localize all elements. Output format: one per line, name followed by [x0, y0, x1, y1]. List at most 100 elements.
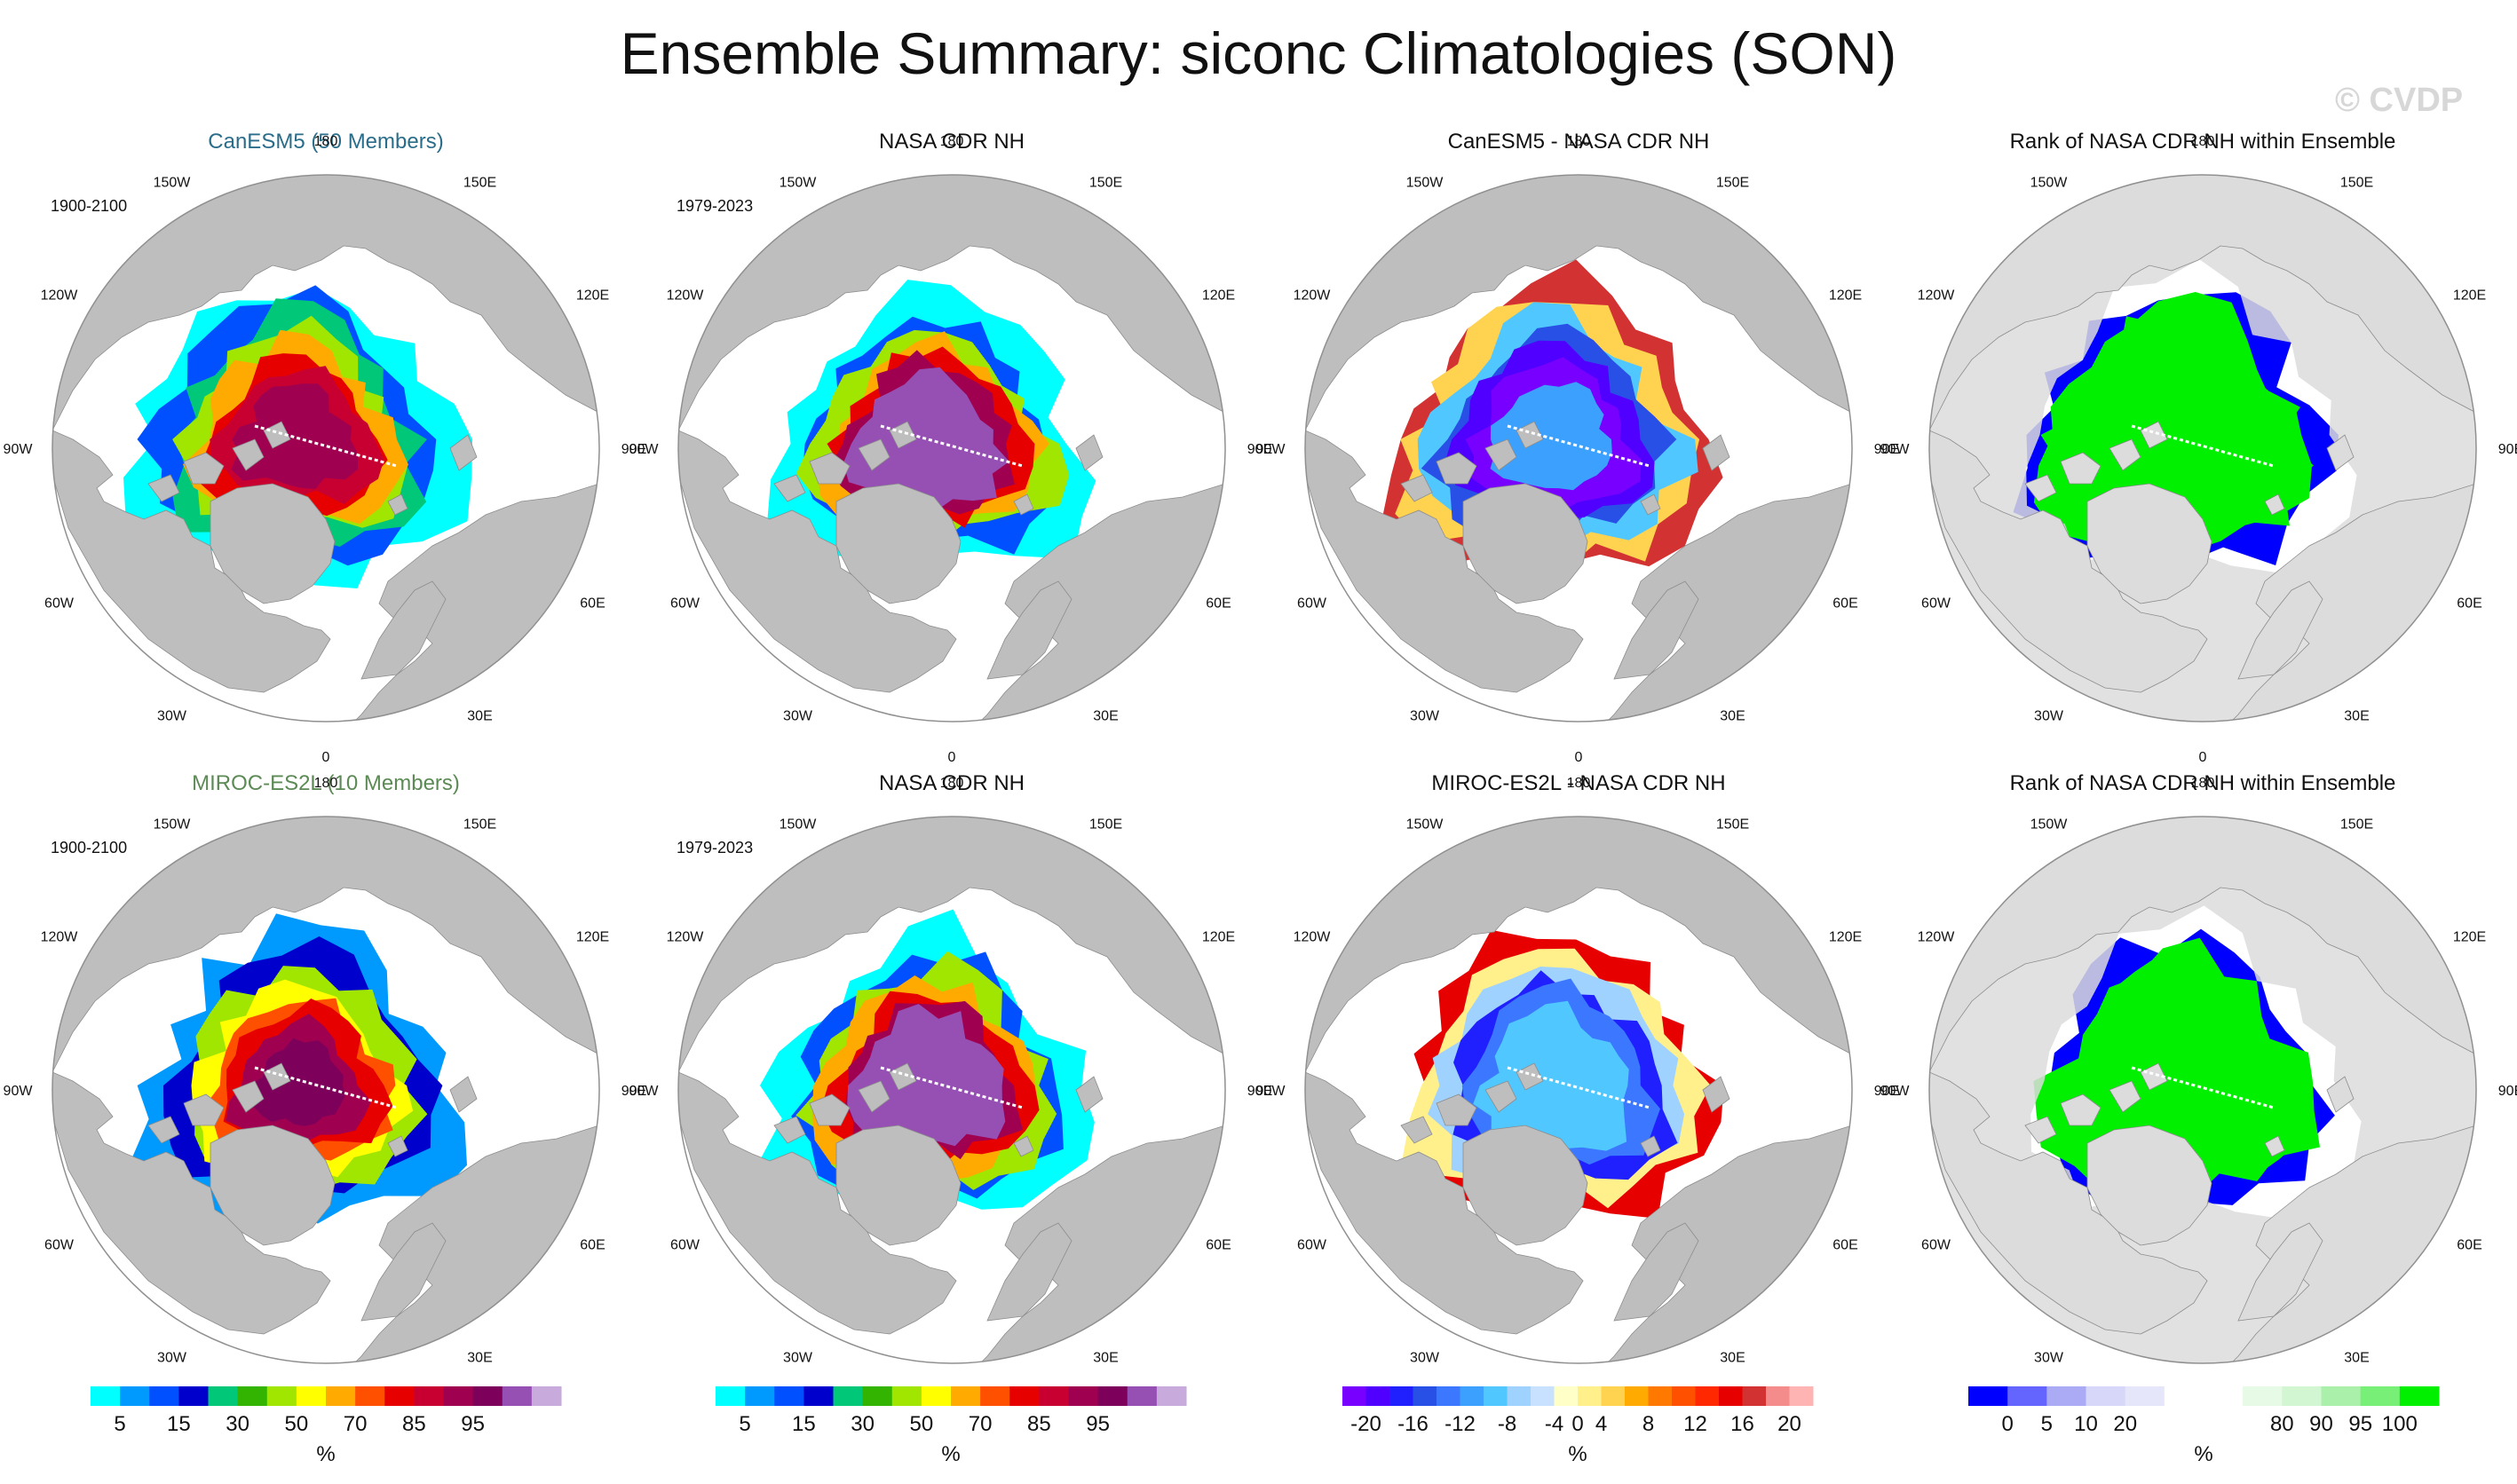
- colorbar-tick-label: 20: [1777, 1412, 1801, 1436]
- longitude-label: 90E: [2498, 442, 2517, 457]
- colorbar-swatch: [531, 1386, 562, 1406]
- land-shape: [210, 483, 336, 604]
- colorbar-swatch: [120, 1386, 150, 1406]
- land-shape: [773, 1116, 806, 1144]
- colorbar-swatch: [921, 1386, 952, 1406]
- longitude-label: 150E: [2340, 176, 2373, 191]
- colorbar-swatch: [1968, 1386, 2008, 1406]
- colorbar-tick-label: 4: [1595, 1412, 1607, 1436]
- land-shape: [1436, 452, 1477, 485]
- longitude-label: 60W: [1297, 1238, 1327, 1253]
- longitude-label: 90W: [1880, 442, 1911, 457]
- land-shape: [2109, 438, 2141, 471]
- colorbar-tick-label: 85: [1027, 1412, 1051, 1436]
- land-shape: [52, 1071, 331, 1335]
- land-mask: [52, 817, 599, 1363]
- colorbar-swatch: [2125, 1386, 2165, 1406]
- longitude-label: 60E: [580, 1238, 605, 1253]
- map-border: [1304, 174, 1853, 722]
- longitude-label: 30E: [1720, 709, 1745, 724]
- longitude-label: 150W: [780, 176, 818, 191]
- colorbar-swatch: [951, 1386, 981, 1406]
- colorbar-tick-label: -4: [1545, 1412, 1563, 1436]
- period-label: 1900-2100: [51, 197, 128, 215]
- longitude-label: 180: [940, 776, 964, 791]
- colorbar-swatch: [1389, 1386, 1413, 1406]
- longitude-label: 90E: [1247, 1084, 1272, 1099]
- colorbar-tick-label: 5: [114, 1412, 125, 1436]
- period-label: 1900-2100: [51, 839, 128, 856]
- colorbar-swatch: [2360, 1386, 2401, 1406]
- colorbar-swatch: [803, 1386, 835, 1406]
- land-shape: [986, 1222, 1072, 1322]
- land-shape: [147, 1116, 180, 1144]
- land-shape: [2024, 1116, 2057, 1144]
- colorbar-swatch: [237, 1386, 268, 1406]
- colorbar-swatch: [1365, 1386, 1390, 1406]
- colorbar-unit: %: [941, 1442, 960, 1466]
- longitude-label: 90W: [629, 442, 660, 457]
- colorbar-tick-label: 95: [461, 1412, 485, 1436]
- land-shape: [2326, 1076, 2355, 1113]
- longitude-label: 180: [1567, 776, 1591, 791]
- colorbar-tick-label: -12: [1445, 1412, 1476, 1436]
- land-shape: [2264, 493, 2285, 516]
- land-shape: [2060, 452, 2101, 485]
- period-label: 1979-2023: [677, 839, 754, 856]
- longitude-label: 120E: [576, 930, 609, 945]
- map-border: [677, 816, 1226, 1364]
- field-contour: [231, 383, 359, 489]
- land-shape: [1013, 493, 1034, 516]
- longitude-label: 120W: [1294, 288, 1332, 304]
- land-shape: [263, 421, 291, 449]
- colorbar-swatch: [1789, 1386, 1814, 1406]
- colorbar-swatch: [1601, 1386, 1626, 1406]
- colorbar-swatch: [1484, 1386, 1508, 1406]
- land-shape: [2237, 580, 2323, 680]
- longitude-label: 150W: [2030, 817, 2069, 833]
- land-shape: [360, 580, 447, 680]
- colorbar-tick-label: 20: [2113, 1412, 2137, 1436]
- longitude-label: 150W: [1406, 176, 1445, 191]
- cvdp-watermark: © CVDP: [2335, 82, 2464, 119]
- longitude-label: 60W: [670, 1238, 700, 1253]
- longitude-label: 180: [1567, 134, 1591, 149]
- colorbar-swatch: [149, 1386, 179, 1406]
- colorbar-tick-label: 80: [2270, 1412, 2294, 1436]
- longitude-label: 120W: [41, 930, 79, 945]
- longitude-label: 90E: [621, 442, 646, 457]
- colorbar: 0 5 10 20 80 90 95 100%: [1968, 1386, 2440, 1466]
- colorbar-swatch: [891, 1386, 922, 1406]
- land-shape: [2060, 1093, 2101, 1126]
- land-shape: [1013, 1135, 1034, 1157]
- longitude-label: 120W: [1918, 288, 1956, 304]
- colorbar-swatch: [2243, 1386, 2283, 1406]
- colorbar-tick-label: 16: [1730, 1412, 1754, 1436]
- longitude-label: 90W: [1256, 1084, 1286, 1099]
- longitude-label: 180: [2191, 134, 2215, 149]
- land-shape: [835, 483, 962, 604]
- map-border: [1928, 816, 2477, 1364]
- panel-title: MIROC-ES2L - NASA CDR NH: [1431, 771, 1726, 795]
- colorbar-tick-label: 8: [1642, 1412, 1654, 1436]
- colorbar-swatch: [414, 1386, 445, 1406]
- land-mask: [678, 817, 1225, 1363]
- colorbar-swatch: [2321, 1386, 2362, 1406]
- longitude-label: 30W: [783, 1351, 813, 1366]
- land-shape: [809, 452, 851, 485]
- land-shape: [889, 421, 917, 449]
- colorbar-swatch: [1742, 1386, 1767, 1406]
- longitude-label: 60W: [44, 1238, 75, 1253]
- land-shape: [52, 817, 599, 1073]
- colorbar-swatch: [502, 1386, 533, 1406]
- colorbar-swatch: [1507, 1386, 1532, 1406]
- colorbar-tick-label: 15: [167, 1412, 191, 1436]
- land-shape: [986, 580, 1072, 680]
- land-mask: [1929, 175, 2476, 722]
- land-shape: [210, 1125, 336, 1246]
- land-shape: [2326, 434, 2355, 471]
- longitude-label: 120W: [1294, 930, 1332, 945]
